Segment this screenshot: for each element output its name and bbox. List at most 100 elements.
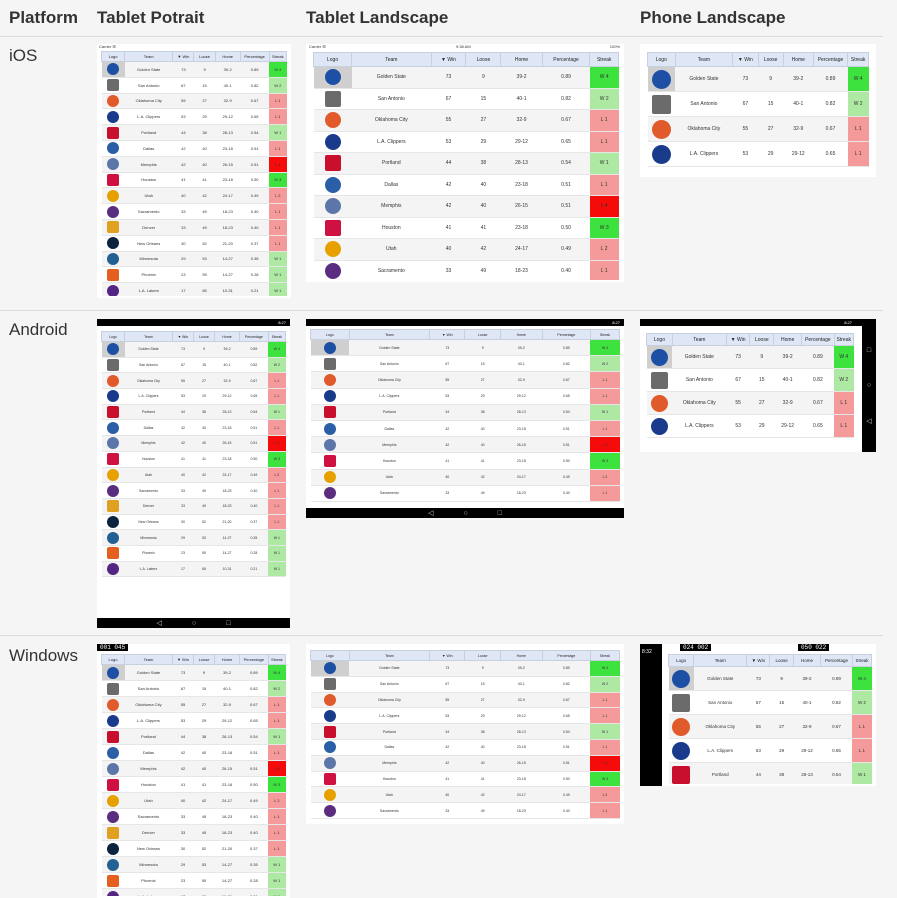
- table-row[interactable]: Houston 41 41 23-18 0.50 W 3: [310, 771, 620, 788]
- column-header[interactable]: ▼ Win: [430, 52, 467, 67]
- table-row[interactable]: Utah 40 42 24-17 0.49 L 2: [101, 467, 286, 484]
- table-row[interactable]: New Orleans 30 52 21-20 0.37 L 1: [101, 840, 286, 857]
- table-row[interactable]: San Antonio 67 15 40-1 0.82 W 2: [101, 357, 286, 374]
- column-header[interactable]: Logo: [668, 654, 695, 667]
- table-row[interactable]: Dallas 42 40 23-18 0.51 L 1: [101, 419, 286, 437]
- column-header[interactable]: Home: [500, 52, 543, 67]
- column-header[interactable]: Streak: [847, 52, 869, 67]
- table-row[interactable]: Minnesota 29 53 14-27 0.35 W 1: [101, 529, 286, 546]
- table-row[interactable]: Memphis 42 40 26-15 0.51 L 4: [101, 435, 286, 452]
- table-row[interactable]: Golden State 73 9 39-2 0.89 W 4: [646, 345, 854, 369]
- column-header[interactable]: Percentage: [541, 329, 591, 340]
- table-row[interactable]: Denver 33 49 18-23 0.40 L 1: [101, 498, 286, 515]
- back-icon[interactable]: ◁: [156, 620, 162, 627]
- column-header[interactable]: Team: [124, 331, 173, 342]
- column-header[interactable]: ▼ Win: [429, 329, 466, 340]
- table-row[interactable]: Minnesota 29 53 14-27 0.35 W 1: [101, 856, 286, 873]
- column-header[interactable]: Team: [693, 654, 748, 667]
- column-header[interactable]: Loose: [769, 654, 794, 667]
- table-row[interactable]: Utah 40 42 24-17 0.49 L 2: [310, 469, 620, 486]
- table-row[interactable]: Oklahoma City 55 27 32-9 0.67 L 1: [313, 109, 619, 132]
- table-row[interactable]: Oklahoma City 55 27 32-9 0.67 L 1: [101, 372, 286, 390]
- column-header[interactable]: Home: [499, 650, 543, 661]
- recent-apps-icon[interactable]: □: [497, 509, 502, 517]
- home-icon[interactable]: ○: [866, 381, 872, 389]
- column-header[interactable]: Loose: [465, 52, 502, 67]
- column-header[interactable]: Home: [214, 331, 240, 342]
- column-header[interactable]: ▼ Win: [732, 52, 759, 67]
- column-header[interactable]: Percentage: [541, 650, 591, 661]
- table-row[interactable]: Sacramento 33 49 18-23 0.40 L 1: [310, 485, 620, 502]
- table-row[interactable]: Sacramento 33 49 18-23 0.40 L 1: [310, 802, 620, 819]
- table-row[interactable]: New Orleans 30 52 21-20 0.37 L 1: [101, 514, 286, 531]
- table-row[interactable]: Oklahoma City 55 27 32-9 0.67 L 1: [101, 696, 286, 713]
- column-header[interactable]: Logo: [647, 52, 676, 67]
- column-header[interactable]: Home: [499, 329, 543, 340]
- column-header[interactable]: Percentage: [238, 331, 269, 342]
- table-row[interactable]: Golden State 73 9 39-2 0.89 W 4: [310, 339, 620, 357]
- table-row[interactable]: L.A. Clippers 53 29 29-12 0.65 L 1: [101, 712, 286, 729]
- table-row[interactable]: Memphis 42 40 26-15 0.51 L 4: [310, 755, 620, 772]
- column-header[interactable]: Streak: [851, 654, 872, 667]
- column-header[interactable]: Home: [214, 654, 240, 665]
- column-header[interactable]: Team: [348, 650, 431, 661]
- table-row[interactable]: Houston 41 41 23-18 0.50 W 3: [101, 172, 287, 189]
- table-row[interactable]: Portland 44 38 28-13 0.54 W 1: [101, 404, 286, 421]
- table-row[interactable]: Oklahoma City 55 27 32-9 0.67 L 1: [310, 692, 620, 709]
- column-header[interactable]: ▼ Win: [171, 331, 195, 342]
- table-row[interactable]: Oklahoma City 55 27 32-9 0.67 L 1: [647, 116, 869, 142]
- recent-apps-icon[interactable]: □: [226, 619, 231, 627]
- column-header[interactable]: Loose: [192, 331, 216, 342]
- table-row[interactable]: Phoenix 23 59 14-27 0.28 W 1: [101, 266, 287, 284]
- column-header[interactable]: Loose: [192, 654, 216, 665]
- column-header[interactable]: Team: [351, 52, 432, 67]
- column-header[interactable]: Logo: [101, 654, 125, 665]
- table-row[interactable]: Memphis 42 40 26-15 0.51 L 4: [101, 156, 287, 173]
- column-header[interactable]: Loose: [757, 52, 784, 67]
- table-row[interactable]: Portland 44 38 28-13 0.54 W 1: [668, 762, 872, 784]
- table-row[interactable]: San Antonio 67 15 40-1 0.82 W 2: [646, 368, 854, 392]
- column-header[interactable]: Streak: [589, 329, 620, 340]
- column-header[interactable]: Home: [792, 654, 822, 667]
- column-header[interactable]: Percentage: [239, 51, 270, 62]
- table-row[interactable]: Utah 40 42 24-17 0.49 L 2: [313, 238, 619, 261]
- column-header[interactable]: Loose: [464, 650, 501, 661]
- table-row[interactable]: Dallas 42 40 23-18 0.51 L 1: [101, 140, 287, 157]
- column-header[interactable]: Streak: [268, 51, 287, 62]
- column-header[interactable]: ▼ Win: [746, 654, 771, 667]
- column-header[interactable]: Team: [124, 51, 174, 62]
- table-row[interactable]: Minnesota 29 53 14-27 0.35 W 1: [101, 251, 287, 268]
- table-row[interactable]: Houston 41 41 23-18 0.50 W 3: [313, 217, 619, 239]
- column-header[interactable]: Percentage: [812, 52, 849, 67]
- table-row[interactable]: L.A. Clippers 53 29 29-12 0.65 L 1: [313, 131, 619, 153]
- column-header[interactable]: Percentage: [801, 333, 835, 346]
- table-row[interactable]: Phoenix 23 59 14-27 0.28 W 1: [101, 872, 286, 889]
- column-header[interactable]: Logo: [101, 331, 125, 342]
- table-row[interactable]: Sacramento 33 49 18-23 0.40 L 1: [101, 808, 286, 825]
- table-row[interactable]: Golden State 73 9 39-2 0.89 W 4: [101, 341, 286, 358]
- column-header[interactable]: Logo: [313, 52, 353, 67]
- table-row[interactable]: L.A. Clippers 53 29 29-12 0.65 L 1: [668, 738, 872, 763]
- column-header[interactable]: Streak: [589, 52, 619, 67]
- table-row[interactable]: Golden State 73 9 39-2 0.89 W 4: [313, 66, 619, 89]
- recent-apps-icon[interactable]: □: [866, 346, 872, 354]
- column-header[interactable]: Percentage: [238, 654, 269, 665]
- table-row[interactable]: Sacramento 33 49 18-23 0.40 L 1: [101, 482, 286, 499]
- table-row[interactable]: Oklahoma City 55 27 32-9 0.67 L 1: [101, 93, 287, 110]
- column-header[interactable]: Loose: [749, 333, 775, 346]
- table-row[interactable]: Dallas 42 40 23-18 0.51 L 1: [310, 739, 620, 756]
- column-header[interactable]: ▼ Win: [171, 654, 195, 665]
- table-row[interactable]: San Antonio 67 15 40-1 0.82 W 2: [310, 676, 620, 693]
- table-row[interactable]: Oklahoma City 55 27 32-9 0.67 L 1: [668, 714, 872, 739]
- table-row[interactable]: Houston 41 41 23-18 0.50 W 3: [101, 776, 286, 793]
- table-row[interactable]: Houston 41 41 23-18 0.50 W 3: [310, 452, 620, 470]
- column-header[interactable]: Home: [782, 52, 814, 67]
- table-row[interactable]: L.A. Clippers 53 29 29-12 0.65 L 1: [101, 388, 286, 405]
- column-header[interactable]: Logo: [646, 333, 673, 346]
- table-row[interactable]: Golden State 73 9 39-2 0.89 W 4: [647, 66, 869, 92]
- home-icon[interactable]: ○: [463, 509, 468, 517]
- column-header[interactable]: Logo: [310, 650, 350, 661]
- column-header[interactable]: Logo: [101, 51, 126, 62]
- table-row[interactable]: Golden State 73 9 39-2 0.89 W 4: [668, 666, 872, 691]
